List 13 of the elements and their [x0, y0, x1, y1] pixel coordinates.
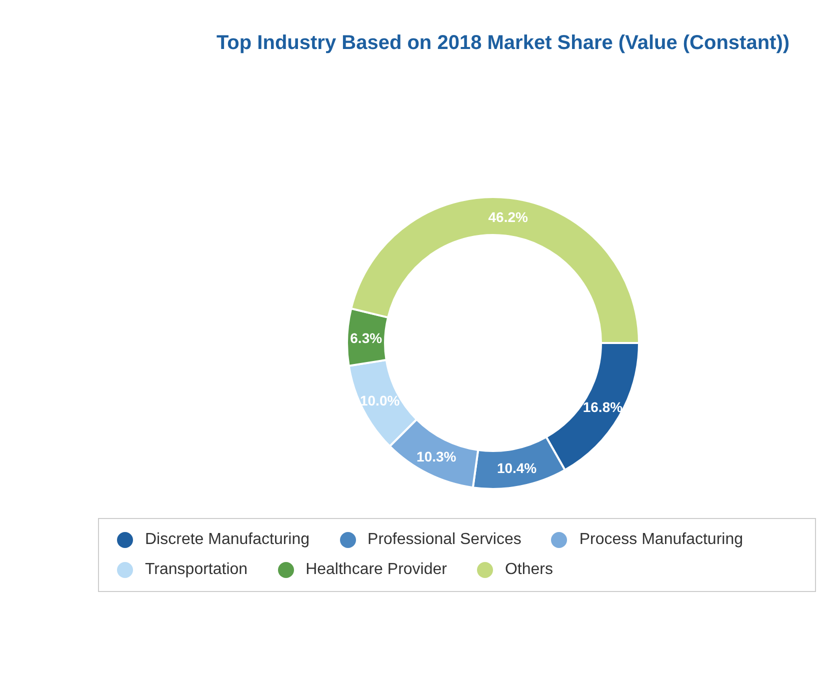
legend-label: Professional Services [368, 531, 522, 549]
data-label: 46.2% [488, 208, 529, 225]
legend-label: Process Manufacturing [579, 531, 743, 549]
data-label: 6.3% [350, 330, 383, 346]
legend-label: Transportation [145, 561, 248, 579]
chart-title: Top Industry Based on 2018 Market Share (Value (Constant)) [215, 31, 791, 56]
data-label: 10.0% [360, 392, 400, 409]
legend-label: Others [504, 561, 553, 579]
data-label: 10.3% [416, 448, 457, 465]
data-label: 16.8% [582, 398, 624, 415]
legend-label: Discrete Manufacturing [145, 531, 310, 549]
legend-label: Healthcare Provider [306, 561, 447, 579]
data-label: 10.4% [496, 460, 538, 476]
